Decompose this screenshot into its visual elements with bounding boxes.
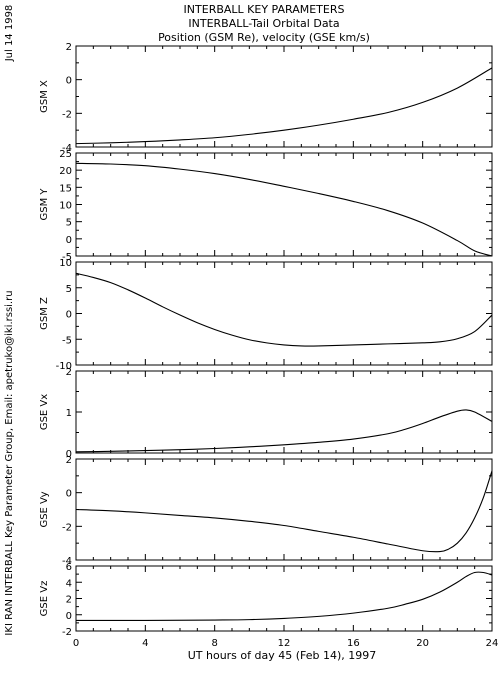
x-axis: 0 4 8 12 16 20 24 <box>73 638 499 649</box>
y-tick-label: 0 <box>66 611 72 622</box>
y-tick-label: 25 <box>59 149 72 160</box>
y-axis-label: GSM Z <box>39 297 50 330</box>
y-tick-label: 1 <box>66 408 72 419</box>
panel-frame <box>75 261 493 366</box>
y-tick-label: -5 <box>62 252 72 263</box>
y-tick-label: -10 <box>56 361 72 372</box>
y-tick-label: -4 <box>62 556 72 567</box>
x-tick-label: 16 <box>347 638 360 649</box>
panel-gse-vx: 0 1 2 GSE Vx <box>39 367 493 460</box>
y-tick-label: 0 <box>66 76 72 87</box>
y-axis-label: GSE Vy <box>39 491 50 527</box>
header-line-2: INTERBALL-Tail Orbital Data <box>188 17 339 30</box>
y-tick-label: -4 <box>62 143 72 154</box>
y-axis-label: GSE Vx <box>39 394 50 430</box>
y-tick-label: 20 <box>59 166 72 177</box>
y-tick-label: 10 <box>59 258 72 269</box>
panel-frame <box>75 458 493 561</box>
y-tick-label: 0 <box>66 489 72 500</box>
panel-gsm-z: -10 -5 0 5 10 GSM Z <box>39 258 493 372</box>
series-line <box>75 470 493 553</box>
y-tick-label: 6 <box>66 562 72 573</box>
y-tick-label: 0 <box>66 235 72 246</box>
panel-frame <box>75 370 493 454</box>
panel-frame <box>75 565 493 632</box>
y-tick-label: 0 <box>66 449 72 460</box>
y-tick-label: -2 <box>62 627 72 638</box>
series-line <box>75 409 493 453</box>
y-tick-label: 5 <box>66 218 72 229</box>
x-tick-label: 4 <box>142 638 148 649</box>
y-tick-label: -2 <box>62 109 72 120</box>
x-tick-label: 24 <box>486 638 499 649</box>
y-tick-label: 2 <box>66 455 72 466</box>
x-tick-label: 20 <box>416 638 429 649</box>
panel-gsm-y: -5 0 5 10 15 20 25 GSM Y <box>39 149 493 263</box>
y-tick-label: -5 <box>62 335 72 346</box>
panel-frame <box>75 45 493 148</box>
panel-gsm-x: -4 -2 0 2 GSM X <box>39 42 493 154</box>
y-tick-label: 15 <box>59 183 72 194</box>
series-line <box>75 162 493 257</box>
series-line <box>75 67 493 145</box>
y-axis-label: GSM Y <box>39 188 50 221</box>
y-tick-label: 4 <box>66 578 72 589</box>
x-tick-label: 12 <box>278 638 291 649</box>
x-axis-label: UT hours of day 45 (Feb 14), 1997 <box>188 649 377 662</box>
x-tick-label: 8 <box>211 638 217 649</box>
series-line <box>75 571 493 622</box>
y-tick-label: 10 <box>59 201 72 212</box>
plot-date: Jul 14 1998 <box>4 5 15 63</box>
y-tick-label: 5 <box>66 284 72 295</box>
x-tick-label: 0 <box>73 638 79 649</box>
header-line-3: Position (GSM Re), velocity (GSE km/s) <box>158 31 370 44</box>
y-tick-label: -2 <box>62 522 72 533</box>
y-tick-label: 2 <box>66 595 72 606</box>
y-tick-label: 0 <box>66 310 72 321</box>
panel-frame <box>75 152 493 257</box>
y-axis-label: GSE Vz <box>39 581 50 617</box>
header-line-1: INTERBALL KEY PARAMETERS <box>184 3 345 16</box>
panel-gse-vz: -2 0 2 4 6 GSE Vz <box>39 562 493 638</box>
y-tick-label: 2 <box>66 367 72 378</box>
panel-gse-vy: -4 -2 0 2 GSE Vy <box>39 455 493 567</box>
y-axis-label: GSM X <box>39 80 50 113</box>
series-line <box>75 272 493 347</box>
y-tick-label: 2 <box>66 42 72 53</box>
credit-line: IKI RAN INTERBALL Key Parameter Group, E… <box>4 290 15 635</box>
